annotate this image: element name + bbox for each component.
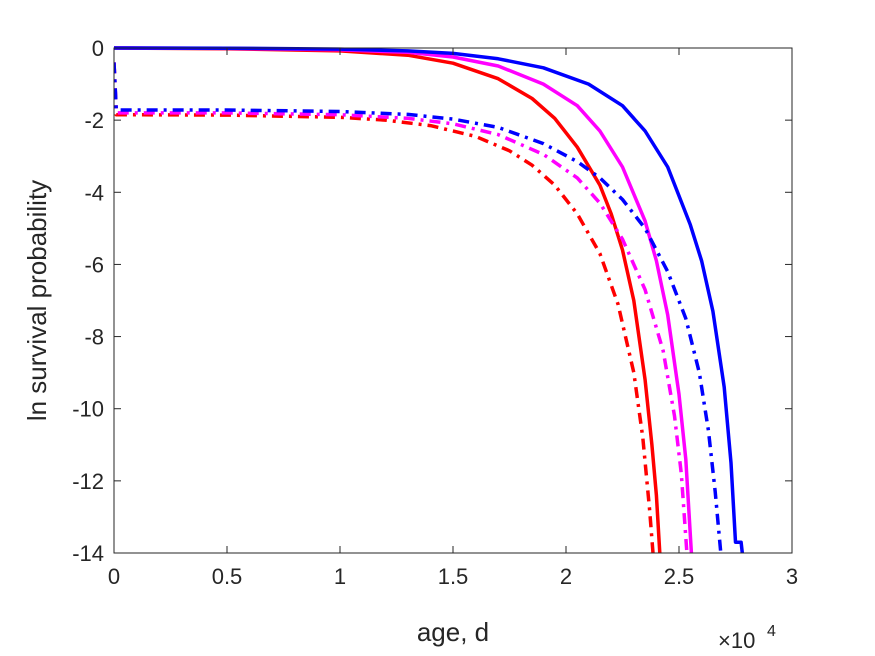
y-tick-label: -8 <box>84 325 104 350</box>
x-tick-label: 3 <box>786 564 798 589</box>
plot-frame <box>113 47 793 554</box>
y-tick-label: -6 <box>84 252 104 277</box>
series-line-5 <box>114 62 689 553</box>
y-tick-label: 0 <box>92 36 104 61</box>
x-ticks: 0 0.5 1 1.5 2 2.5 3 <box>108 48 798 589</box>
x-axis-label: age, d <box>417 617 489 647</box>
x-exponent: ×10 4 <box>718 623 776 653</box>
y-tick-label: -10 <box>72 397 104 422</box>
plot-lines <box>114 46 745 553</box>
x-exponent-power: 4 <box>767 623 776 640</box>
y-axis-label: ln survival probability <box>22 180 52 421</box>
y-tick-label: -2 <box>84 108 104 133</box>
y-tick-label: -12 <box>72 469 104 494</box>
y-ticks: -14 -12 -10 -8 -6 -4 -2 0 <box>72 36 792 566</box>
series-line-6 <box>114 62 723 553</box>
x-tick-label: 0 <box>108 564 120 589</box>
y-tick-label: -14 <box>72 541 104 566</box>
series-line-4 <box>114 62 655 553</box>
x-tick-label: 0.5 <box>212 564 243 589</box>
x-tick-label: 1 <box>334 564 346 589</box>
series-line-1 <box>114 46 662 553</box>
x-exponent-base: ×10 <box>718 628 755 653</box>
y-tick-label: -4 <box>84 180 104 205</box>
x-tick-label: 1.5 <box>438 564 469 589</box>
series-line-3 <box>114 46 745 553</box>
x-tick-label: 2.5 <box>664 564 695 589</box>
x-tick-label: 2 <box>560 564 572 589</box>
